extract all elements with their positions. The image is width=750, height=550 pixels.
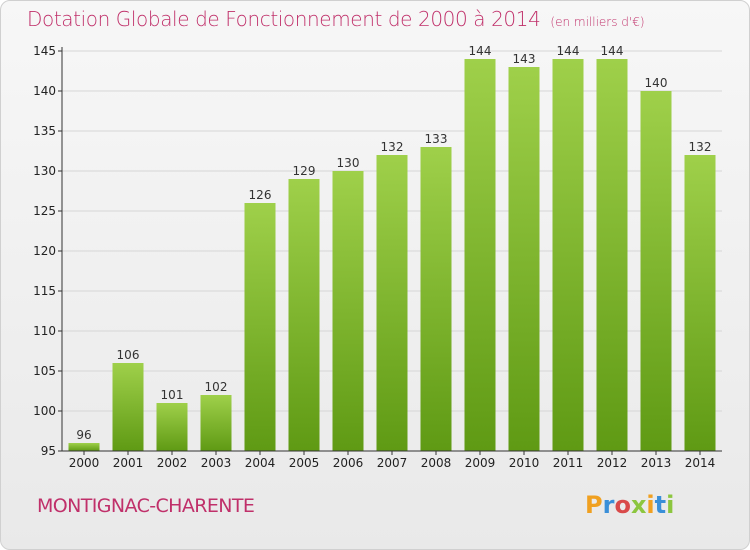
bar-2010	[508, 67, 540, 451]
value-label-2005: 129	[293, 164, 316, 178]
axis-layer: 95 100 105 110 115 120 125 130 135 140 145	[33, 44, 722, 458]
x-tick-label-2006: 2006	[333, 456, 364, 470]
x-tick-label-2003: 2003	[201, 456, 232, 470]
logo-letter: t	[654, 491, 667, 519]
x-tick-label-2000: 2000	[69, 456, 100, 470]
x-tick-label-2010: 2010	[509, 456, 540, 470]
x-tick-label-2004: 2004	[245, 456, 276, 470]
y-tick-label: 105	[33, 364, 56, 378]
y-tick-label: 115	[33, 284, 56, 298]
logo-letter: x	[630, 491, 647, 519]
bar-2007	[376, 155, 408, 451]
bar-2013	[640, 91, 672, 451]
y-tick-label: 135	[33, 124, 56, 138]
y-tick-label: 120	[33, 244, 56, 258]
value-label-2014: 132	[689, 140, 712, 154]
y-tick-label: 140	[33, 84, 56, 98]
value-label-2001: 106	[117, 348, 140, 362]
commune-name: MONTIGNAC-CHARENTE	[37, 495, 255, 517]
y-tick-label: 145	[33, 44, 56, 58]
logo-letter: o	[614, 491, 631, 519]
x-tick-label-2002: 2002	[157, 456, 188, 470]
value-label-2010: 143	[513, 52, 536, 66]
bar-2000	[68, 443, 100, 451]
logo-letter: r	[602, 491, 615, 519]
x-tick-label-2008: 2008	[421, 456, 452, 470]
bar-2011	[552, 59, 584, 451]
x-tick-label-2011: 2011	[553, 456, 584, 470]
chart-title-text: Dotation Globale de Fonctionnement de 20…	[27, 7, 541, 31]
bar-2008	[420, 147, 452, 451]
x-tick-label-2005: 2005	[289, 456, 320, 470]
bar-2012	[596, 59, 628, 451]
label-layer: 96 2000 106 2001 101 2002 102 2003 126 2004 129 200…	[69, 44, 716, 470]
value-label-2013: 140	[645, 76, 668, 90]
chart-title: Dotation Globale de Fonctionnement de 20…	[27, 7, 645, 31]
y-tick-label: 95	[41, 444, 56, 458]
value-label-2000: 96	[76, 428, 91, 442]
value-label-2012: 144	[601, 44, 624, 58]
y-tick-label: 125	[33, 204, 56, 218]
chart-unit: (en milliers d'€)	[550, 15, 645, 29]
value-label-2002: 101	[161, 388, 184, 402]
x-tick-label-2014: 2014	[685, 456, 716, 470]
logo-letter: i	[666, 491, 675, 519]
value-label-2008: 133	[425, 132, 448, 146]
proxiti-logo: Proxiti	[585, 491, 674, 519]
bar-2005	[288, 179, 320, 451]
bar-2003	[200, 395, 232, 451]
value-label-2007: 132	[381, 140, 404, 154]
x-tick-label-2012: 2012	[597, 456, 628, 470]
x-tick-label-2013: 2013	[641, 456, 672, 470]
bar-layer	[68, 59, 716, 451]
value-label-2006: 130	[337, 156, 360, 170]
y-tick-label: 110	[33, 324, 56, 338]
bar-2006	[332, 171, 364, 451]
bar-2002	[156, 403, 188, 451]
x-tick-label-2007: 2007	[377, 456, 408, 470]
y-tick-label: 130	[33, 164, 56, 178]
value-label-2009: 144	[469, 44, 492, 58]
x-tick-label-2009: 2009	[465, 456, 496, 470]
value-label-2004: 126	[249, 188, 272, 202]
logo-letter: i	[646, 491, 655, 519]
value-label-2003: 102	[205, 380, 228, 394]
bar-2009	[464, 59, 496, 451]
bar-2001	[112, 363, 144, 451]
bar-2004	[244, 203, 276, 451]
y-tick-label: 100	[33, 404, 56, 418]
x-tick-label-2001: 2001	[113, 456, 144, 470]
logo-letter: P	[585, 491, 603, 519]
bar-2014	[684, 155, 716, 451]
value-label-2011: 144	[557, 44, 580, 58]
